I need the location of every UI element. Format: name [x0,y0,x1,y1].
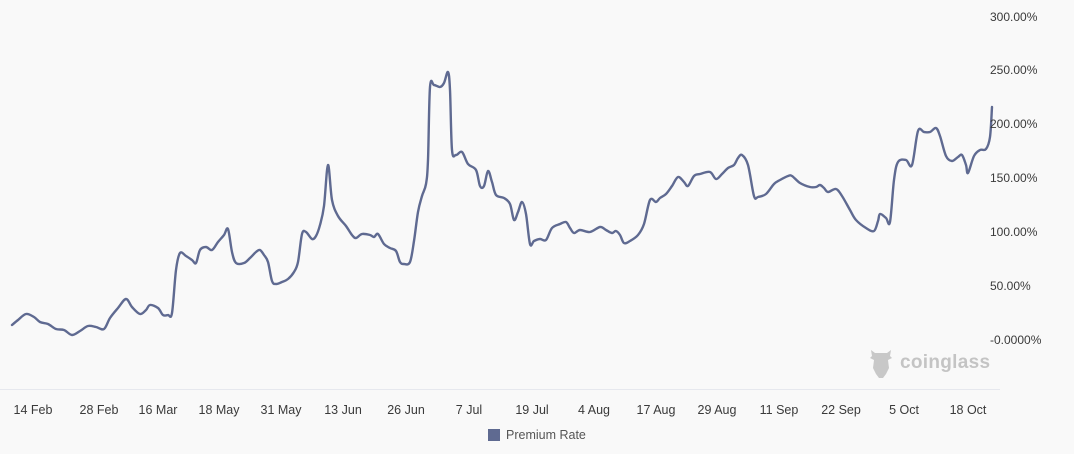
x-tick-label: 22 Sep [821,403,861,417]
premium-rate-line[interactable] [10,70,994,337]
watermark-text: coinglass [900,352,991,373]
x-tick-label: 17 Aug [636,403,676,417]
x-tick-label: 13 Jun [324,403,362,417]
x-tick-label: 11 Sep [759,403,799,417]
y-tick-label: 100.00% [990,225,1038,239]
x-tick-label: 5 Oct [889,403,919,417]
x-tick-label: 4 Aug [578,403,610,417]
x-tick-label: 18 May [198,403,240,417]
x-tick-label: 18 Oct [949,403,987,417]
watermark: coinglass [868,346,990,380]
y-tick-label: 50.00% [990,279,1031,293]
legend-item[interactable]: Premium Rate [488,428,586,442]
x-tick-label: 29 Aug [697,403,737,417]
legend-label: Premium Rate [506,428,586,442]
x-tick-label: 19 Jul [515,403,549,417]
x-axis-line [0,389,1000,390]
y-tick-label: 150.00% [990,171,1038,185]
x-tick-label: 14 Feb [13,403,53,417]
x-tick-label: 31 May [260,403,302,417]
x-tick-label: 28 Feb [79,403,119,417]
x-tick-label: 7 Jul [455,403,483,417]
y-tick-label: 250.00% [990,63,1038,77]
y-tick-label: -0.0000% [990,333,1042,347]
coinglass-bull-icon [870,350,892,378]
y-tick-label: 300.00% [990,10,1038,24]
legend-swatch [488,429,500,441]
y-tick-label: 200.00% [990,117,1038,131]
x-tick-label: 16 Mar [138,403,178,417]
x-tick-label: 26 Jun [387,403,425,417]
